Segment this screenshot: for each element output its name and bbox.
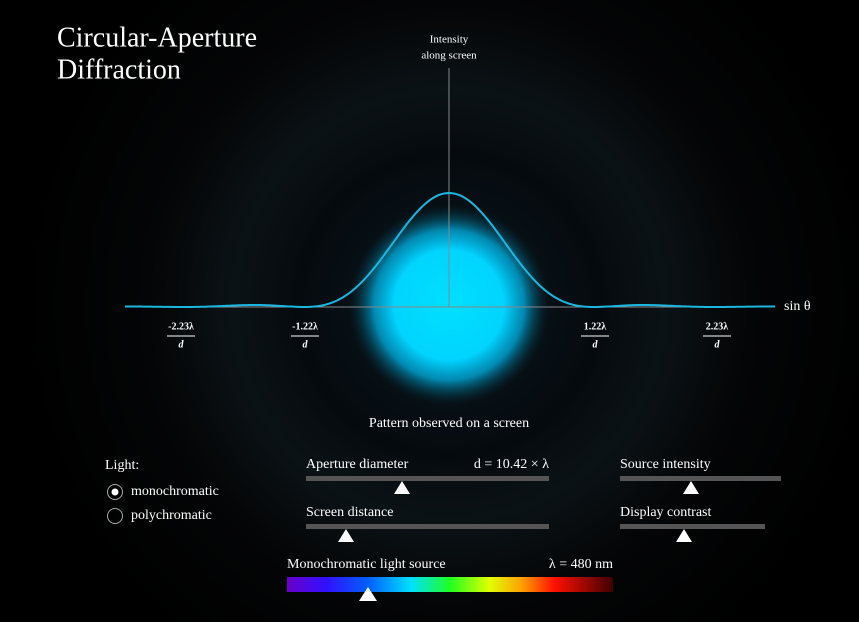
radio-dot [111, 488, 119, 496]
axis-label: sin θ [784, 299, 811, 314]
tick-label: d [179, 339, 185, 350]
slider-track[interactable] [306, 524, 549, 529]
tick-label: d [303, 339, 309, 350]
slider-label: Source intensity [620, 457, 711, 472]
radio-label[interactable]: monochromatic [131, 484, 219, 499]
title: Circular-Aperture [57, 22, 257, 53]
tick-label: 2.23λ [706, 321, 729, 332]
slider-value: d = 10.42 × λ [474, 457, 549, 472]
slider-thumb[interactable] [338, 529, 354, 542]
slider-thumb[interactable] [683, 481, 699, 494]
slider-label: Screen distance [306, 505, 393, 520]
intensity-curve [124, 191, 775, 308]
radio-label[interactable]: polychromatic [131, 508, 212, 523]
axis-label: Intensity [430, 34, 469, 46]
title: Diffraction [57, 54, 181, 85]
tick-label: -1.22λ [292, 321, 318, 332]
slider-thumb[interactable] [676, 529, 692, 542]
radio[interactable] [107, 508, 123, 524]
caption: Pattern observed on a screen [369, 416, 529, 431]
slider-label: Display contrast [620, 505, 711, 520]
slider-value: λ = 480 nm [549, 557, 613, 572]
tick-label: -2.23λ [168, 321, 194, 332]
label: Light: [105, 458, 139, 473]
axis-label: along screen [421, 50, 477, 62]
tick-label: 1.22λ [584, 321, 607, 332]
tick-label: d [593, 339, 599, 350]
spectrum-slider[interactable] [287, 577, 613, 592]
radio[interactable] [107, 484, 123, 500]
slider-label: Aperture diameter [306, 457, 409, 472]
slider-track[interactable] [306, 476, 549, 481]
slider-label: Monochromatic light source [287, 557, 446, 572]
tick-label: d [715, 339, 721, 350]
slider-track[interactable] [620, 524, 765, 529]
slider-track[interactable] [620, 476, 781, 481]
slider-thumb[interactable] [359, 587, 377, 601]
slider-thumb[interactable] [394, 481, 410, 494]
